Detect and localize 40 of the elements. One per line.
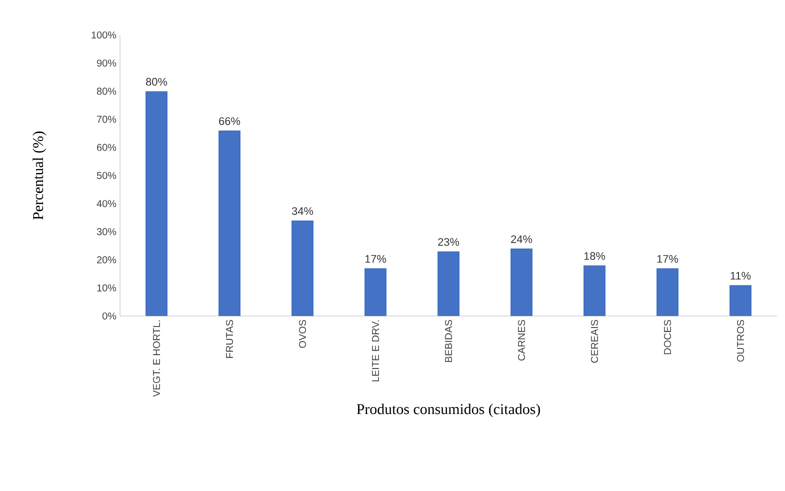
bar	[146, 91, 168, 316]
bar	[584, 265, 606, 316]
x-tick-label: CEREAIS	[590, 320, 598, 363]
data-label: 17%	[365, 255, 386, 263]
y-tick-label: 90%	[97, 60, 116, 67]
data-label: 66%	[219, 117, 240, 126]
bar	[364, 268, 386, 316]
x-tick-label: CARNES	[518, 320, 526, 361]
bar	[218, 130, 240, 316]
y-tick-label: 40%	[96, 200, 116, 208]
bar	[510, 248, 532, 316]
y-tick-label: 30%	[96, 228, 116, 236]
bar	[292, 220, 314, 316]
y-tick-label: 50%	[96, 172, 116, 180]
y-tick-label: 80%	[96, 88, 116, 95]
y-tick-label: 100%	[92, 31, 116, 39]
data-label: 34%	[292, 207, 314, 215]
y-tick-label: 20%	[97, 256, 116, 264]
data-label: 24%	[511, 235, 532, 244]
bar	[656, 268, 678, 316]
x-axis-title: Produtos consumidos (citados)	[356, 404, 540, 418]
y-axis-title: Percentual (%)	[32, 132, 46, 220]
x-tick-label: LEITE E DRV.	[372, 320, 379, 382]
y-tick-label: 70%	[97, 116, 116, 123]
data-label: 23%	[438, 238, 460, 246]
x-tick-label: VEGT. E HORTL.	[152, 320, 160, 397]
data-label: 18%	[584, 252, 606, 260]
bar	[730, 285, 752, 316]
data-label: 17%	[657, 255, 678, 263]
y-tick-label: 10%	[97, 284, 116, 292]
x-tick-label: OUTROS	[736, 320, 744, 362]
x-tick-label: BEBIDAS	[444, 320, 452, 362]
data-label: 80%	[146, 78, 168, 86]
x-tick-label: FRUTAS	[226, 320, 234, 358]
x-tick-label: DOCES	[664, 320, 672, 354]
y-tick-label: 0%	[102, 312, 116, 320]
y-tick-label: 60%	[97, 144, 116, 151]
data-label: 11%	[730, 272, 751, 280]
x-tick-label: OVOS	[298, 320, 306, 348]
bar	[438, 251, 460, 316]
